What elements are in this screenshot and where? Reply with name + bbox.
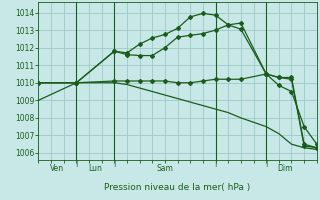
Text: |: | <box>113 160 116 167</box>
Text: Pression niveau de la mer( hPa ): Pression niveau de la mer( hPa ) <box>104 183 251 192</box>
Text: Sam: Sam <box>156 164 173 173</box>
Text: |: | <box>214 160 217 167</box>
Text: Dim: Dim <box>277 164 293 173</box>
Text: Lun: Lun <box>88 164 102 173</box>
Text: |: | <box>265 160 268 167</box>
Text: Ven: Ven <box>50 164 64 173</box>
Text: |: | <box>75 160 77 167</box>
